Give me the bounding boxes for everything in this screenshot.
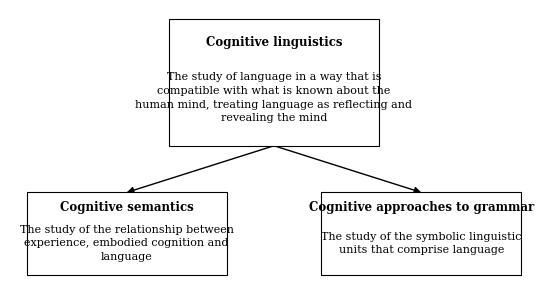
FancyBboxPatch shape bbox=[27, 192, 227, 275]
Text: Cognitive semantics: Cognitive semantics bbox=[60, 201, 193, 214]
Text: Cognitive linguistics: Cognitive linguistics bbox=[206, 36, 342, 49]
Text: The study of language in a way that is
compatible with what is known about the
h: The study of language in a way that is c… bbox=[135, 72, 413, 123]
FancyBboxPatch shape bbox=[321, 192, 521, 275]
Text: Cognitive approaches to grammar: Cognitive approaches to grammar bbox=[309, 201, 534, 214]
Text: The study of the symbolic linguistic
units that comprise language: The study of the symbolic linguistic uni… bbox=[321, 232, 522, 255]
FancyBboxPatch shape bbox=[169, 19, 379, 146]
Text: The study of the relationship between
experience, embodied cognition and
languag: The study of the relationship between ex… bbox=[20, 225, 233, 262]
